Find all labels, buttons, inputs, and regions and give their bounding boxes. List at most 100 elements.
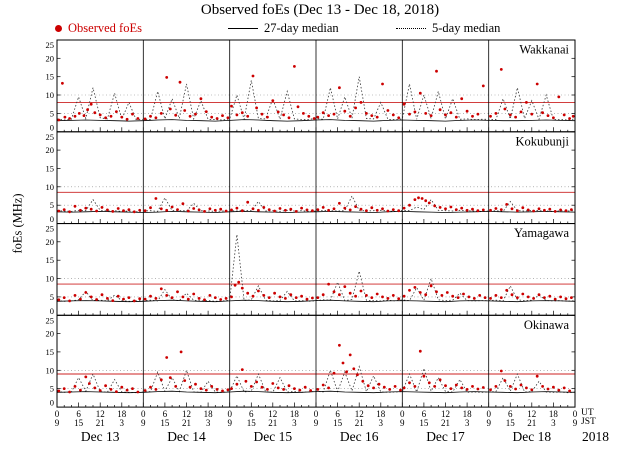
observed-point: [525, 101, 528, 104]
observed-point: [444, 113, 447, 117]
x-tick-label-jst: 15: [419, 418, 429, 428]
observed-point: [489, 208, 492, 212]
x-tick-label-ut: 12: [527, 409, 536, 419]
x-tick-label-jst: 9: [486, 418, 491, 428]
observed-point: [391, 208, 395, 212]
observed-point: [127, 296, 131, 299]
y-zero-label: 0: [50, 398, 54, 408]
observed-point: [203, 210, 206, 213]
x-tick-label-jst: 21: [182, 418, 191, 428]
observed-point: [176, 290, 179, 294]
panel-kokubunji: 5 10 15 20 25 0 Kokubunji: [46, 131, 576, 225]
x-tick-label-jst: 3: [465, 418, 470, 428]
observed-point: [226, 388, 230, 392]
observed-point: [154, 388, 158, 391]
observed-point: [440, 294, 444, 297]
observed-point: [62, 296, 66, 299]
observed-point: [240, 368, 244, 371]
x-tick-label-jst: 3: [120, 418, 125, 428]
observed-point: [100, 206, 104, 209]
observed-point: [413, 385, 417, 388]
observed-point: [530, 112, 534, 116]
observed-point: [143, 209, 147, 213]
y-tick-label: 5: [50, 384, 54, 394]
observed-point: [293, 65, 296, 68]
observed-point: [503, 379, 507, 382]
observed-point: [221, 114, 224, 117]
observed-point: [230, 295, 233, 299]
observed-point: [568, 389, 571, 393]
x-tick-label-ut: 6: [76, 409, 81, 419]
median5-line: [56, 76, 576, 121]
observed-point: [476, 112, 480, 116]
observed-point: [312, 117, 316, 120]
observed-point: [564, 297, 568, 301]
observed-point: [111, 210, 115, 213]
observed-point: [165, 356, 169, 359]
observed-point: [543, 296, 546, 299]
observed-point: [165, 76, 169, 79]
observed-point: [86, 108, 89, 112]
observed-point: [372, 386, 375, 390]
observed-point: [465, 208, 469, 212]
observed-point: [489, 297, 492, 300]
observed-point: [230, 387, 233, 390]
observed-point: [424, 112, 428, 115]
observed-point: [159, 287, 163, 291]
observed-point: [136, 117, 140, 120]
observed-point: [109, 388, 113, 391]
observed-point: [526, 208, 530, 212]
observed-point: [476, 387, 480, 391]
observed-point: [332, 371, 336, 375]
observed-point: [557, 388, 561, 392]
x-tick-label-jst: 15: [333, 418, 343, 428]
observed-point: [343, 109, 347, 113]
y-tick-label: 15: [46, 347, 55, 357]
observed-point: [429, 284, 433, 288]
observed-point: [422, 374, 426, 378]
observed-point: [341, 361, 345, 365]
observed-point: [143, 117, 147, 121]
observed-point: [93, 111, 97, 115]
observed-point: [159, 378, 163, 382]
x-tick-label-jst: 3: [292, 418, 297, 428]
x-tick-label-jst: 15: [247, 418, 257, 428]
observed-point: [219, 207, 223, 211]
observed-point: [408, 203, 411, 207]
observed-point: [332, 207, 336, 211]
observed-point: [449, 387, 453, 390]
observed-point: [208, 294, 212, 297]
observed-point: [246, 200, 250, 204]
observed-point: [359, 207, 363, 211]
solid-line-swatch-icon: [228, 28, 258, 29]
observed-point: [278, 207, 282, 210]
y-tick-label: 25: [46, 315, 55, 325]
observed-point: [438, 378, 442, 382]
observed-point: [204, 388, 208, 392]
observed-point: [338, 293, 341, 297]
observed-point: [472, 297, 476, 300]
observed-point: [460, 97, 464, 101]
observed-point: [284, 297, 287, 300]
observed-point: [471, 207, 474, 211]
station-label: Wakkanai: [519, 43, 569, 57]
observed-point: [465, 109, 469, 113]
observed-point: [226, 116, 230, 120]
observed-point: [287, 116, 291, 120]
observed-point: [294, 296, 298, 299]
observed-point: [298, 388, 302, 392]
observed-point: [192, 292, 196, 296]
observed-point: [73, 385, 77, 388]
observed-point: [186, 297, 190, 301]
observed-point: [481, 208, 485, 212]
observed-point: [435, 69, 438, 73]
observed-point: [519, 110, 523, 114]
observed-point: [73, 294, 77, 297]
observed-point: [176, 208, 179, 212]
observed-point: [413, 198, 417, 202]
y-tick-label: 25: [46, 132, 55, 142]
observed-point: [546, 387, 550, 391]
ut-axis-label: UT: [581, 408, 594, 418]
observed-point: [321, 206, 325, 209]
observed-point: [548, 207, 552, 211]
